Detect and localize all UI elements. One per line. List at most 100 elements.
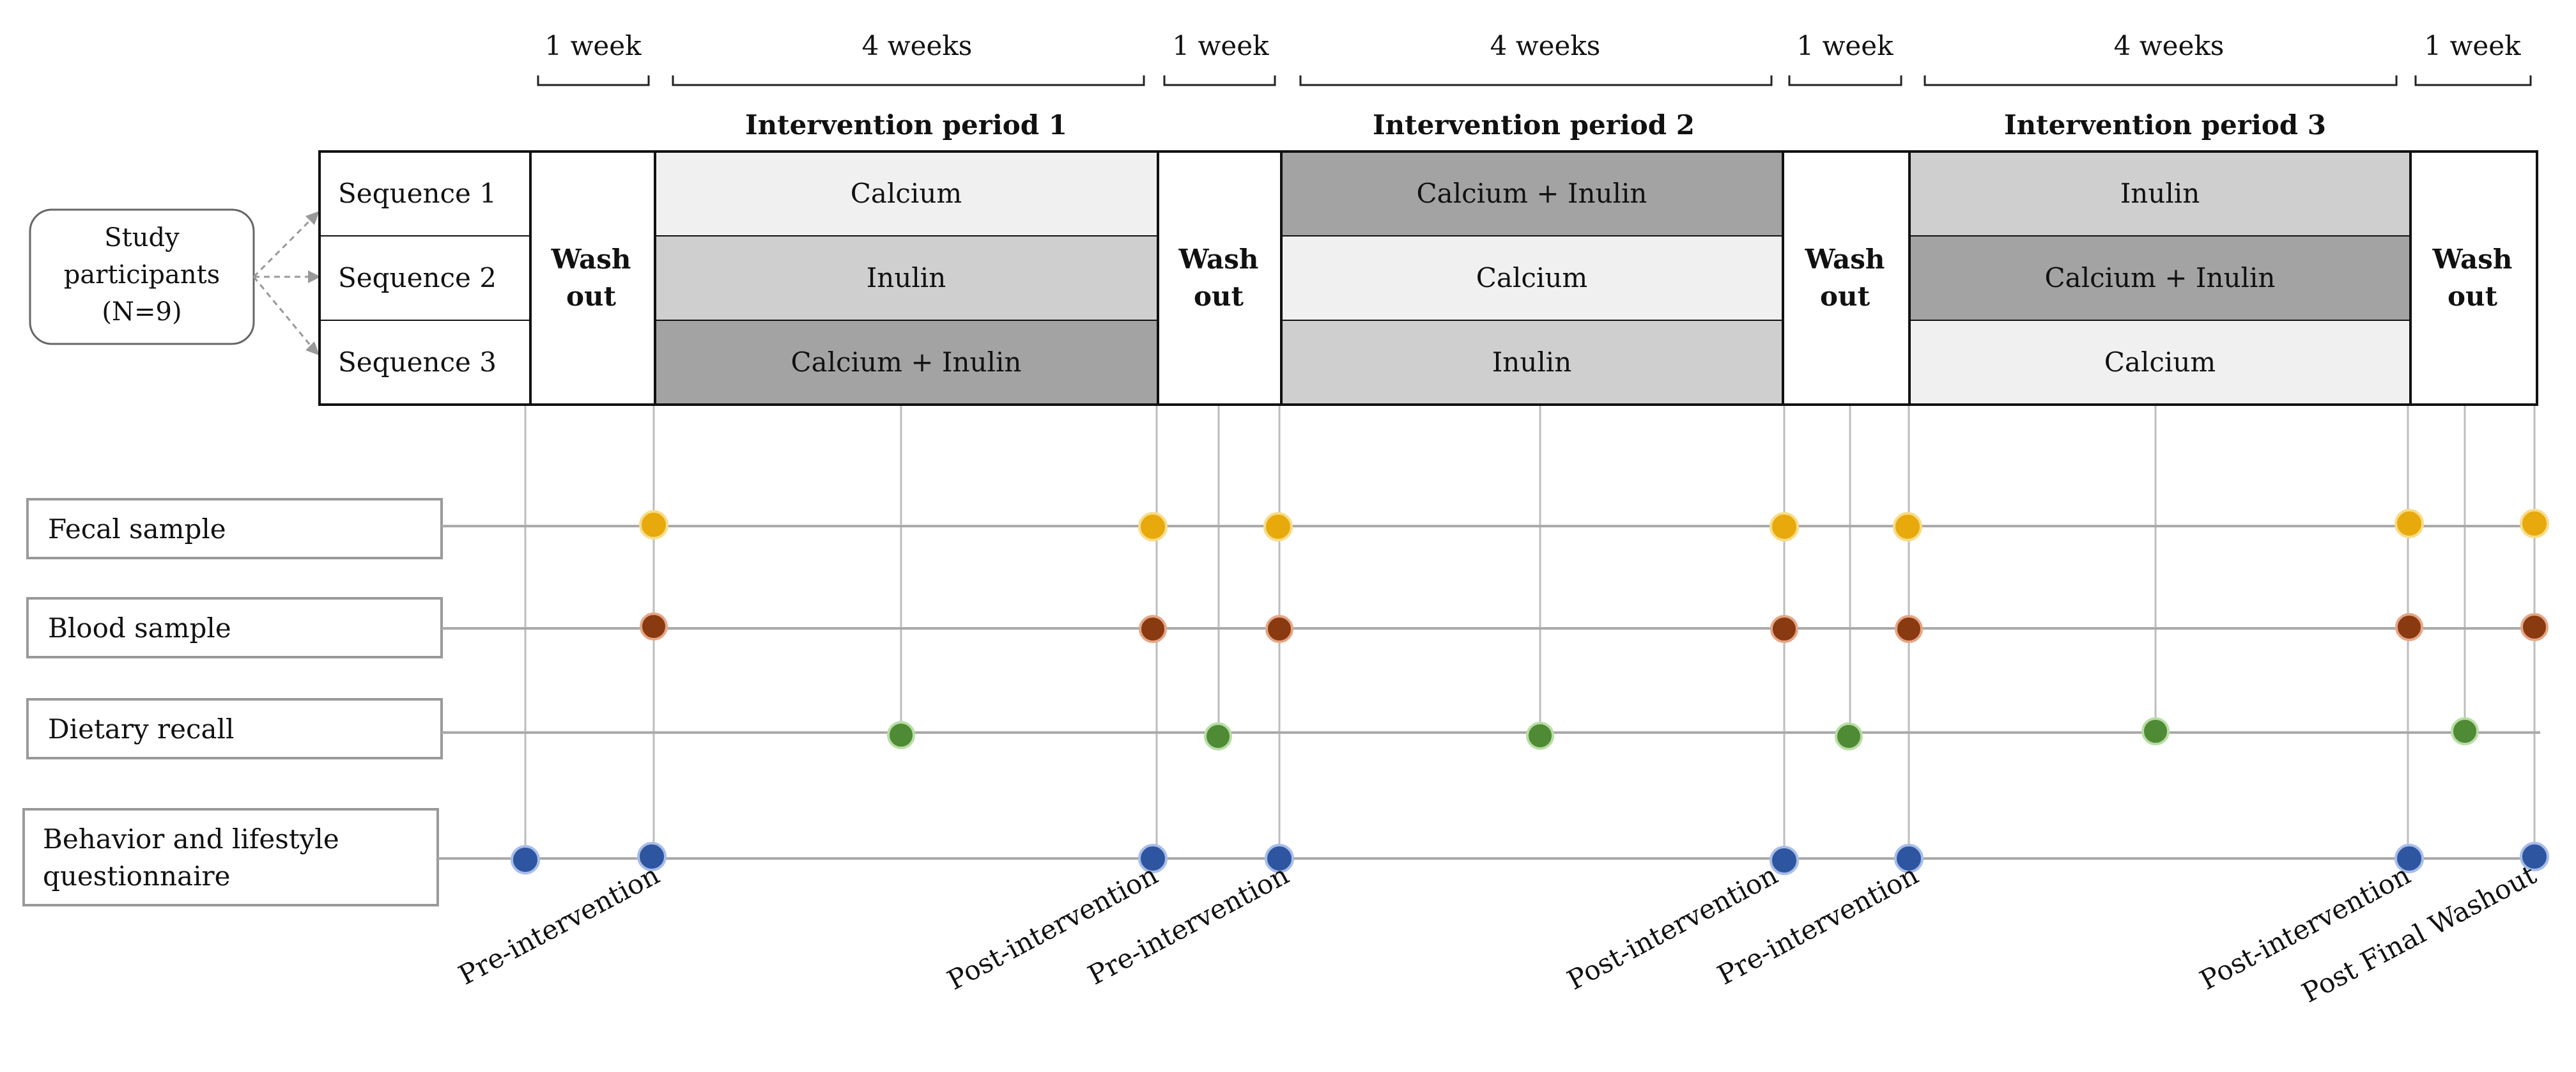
behavior-marker bbox=[2395, 844, 2424, 873]
fecal-marker bbox=[2395, 509, 2424, 538]
period-2-heading: Intervention period 2 bbox=[1373, 109, 1695, 141]
participants-line-1: Study bbox=[104, 223, 180, 252]
timepoint-label-7: Post Final Washout bbox=[2297, 859, 2541, 1009]
p2-seq3-treatment: Inulin bbox=[1492, 346, 1572, 378]
p2-seq2-cell bbox=[1281, 236, 1783, 320]
dietary-recall-box bbox=[26, 698, 443, 759]
p2-seq1-treatment: Calcium + Inulin bbox=[1417, 178, 1647, 209]
bracket-washout-3 bbox=[1788, 75, 1902, 86]
behavior-marker bbox=[1138, 844, 1168, 873]
diet-marker bbox=[1835, 722, 1863, 750]
p3-seq2-treatment: Calcium + Inulin bbox=[2045, 262, 2276, 293]
duration-washout-4: 1 week bbox=[2424, 30, 2521, 61]
p1-seq3-cell bbox=[655, 320, 1158, 405]
dietary-recall-label: Dietary recall bbox=[48, 713, 234, 745]
arrow-head-1 bbox=[305, 211, 320, 225]
duration-period-2: 4 weeks bbox=[1490, 30, 1601, 61]
washout-4-line-2: out bbox=[2448, 281, 2498, 312]
behavior-marker bbox=[1770, 846, 1799, 875]
bracket-period-3 bbox=[1924, 75, 2398, 86]
diet-marker bbox=[887, 721, 915, 749]
p2-seq2-treatment: Calcium bbox=[1476, 262, 1587, 293]
washout-3-line-2: out bbox=[1820, 281, 1870, 312]
blood-marker bbox=[1139, 615, 1167, 643]
blood-markers bbox=[640, 612, 2549, 643]
blood-marker bbox=[1770, 615, 1798, 643]
washout-cell-2 bbox=[1158, 151, 1281, 405]
period-3-heading: Intervention period 3 bbox=[2004, 109, 2326, 141]
p1-seq1-treatment: Calcium bbox=[851, 178, 962, 209]
blood-marker bbox=[640, 612, 668, 641]
fecal-sample-label: Fecal sample bbox=[48, 513, 226, 545]
p2-seq1-cell bbox=[1281, 151, 1783, 236]
blood-sample-box bbox=[26, 597, 443, 658]
washout-3-line-1: Wash bbox=[1805, 244, 1885, 275]
blood-marker bbox=[1265, 615, 1293, 643]
arrow-head-3 bbox=[305, 341, 320, 355]
behavior-marker bbox=[637, 842, 667, 871]
washout-cell-4 bbox=[2410, 151, 2537, 405]
washout-cell-1 bbox=[530, 151, 655, 405]
diet-marker bbox=[1526, 722, 1554, 750]
fecal-marker bbox=[1263, 512, 1293, 541]
behavior-marker bbox=[1265, 844, 1294, 873]
timepoint-label-2: Post-intervention bbox=[942, 859, 1162, 997]
p3-seq2-cell bbox=[1909, 236, 2410, 320]
duration-brackets bbox=[537, 75, 2532, 86]
washout-1-line-2: out bbox=[566, 281, 617, 312]
bracket-washout-4 bbox=[2414, 75, 2532, 86]
p3-seq1-cell bbox=[1909, 151, 2410, 236]
measure-boxes bbox=[22, 498, 443, 906]
p1-seq2-treatment: Inulin bbox=[867, 262, 946, 293]
blood-marker bbox=[2520, 613, 2549, 641]
sequence-3-label: Sequence 3 bbox=[338, 346, 497, 378]
diet-marker bbox=[2141, 717, 2170, 745]
blood-sample-label: Blood sample bbox=[48, 612, 231, 644]
p1-seq2-cell bbox=[655, 236, 1158, 320]
bracket-period-2 bbox=[1299, 75, 1773, 86]
behavior-questionnaire-label-1: Behavior and lifestyle bbox=[43, 823, 339, 855]
duration-period-3: 4 weeks bbox=[2114, 30, 2225, 61]
fecal-marker bbox=[1138, 512, 1168, 541]
duration-washout-2: 1 week bbox=[1172, 30, 1269, 61]
arrow-head-2 bbox=[308, 270, 321, 283]
duration-period-1: 4 weeks bbox=[862, 30, 973, 61]
p2-seq3-cell bbox=[1281, 320, 1783, 405]
p3-seq1-treatment: Inulin bbox=[2120, 178, 2200, 209]
fecal-marker bbox=[2520, 509, 2549, 538]
behavior-questionnaire-label-2: questionnaire bbox=[43, 860, 230, 892]
bracket-washout-1 bbox=[537, 75, 650, 86]
washout-2-line-2: out bbox=[1194, 281, 1244, 312]
behavior-markers bbox=[511, 842, 2549, 875]
fecal-sample-box bbox=[26, 498, 443, 559]
fecal-marker bbox=[1770, 512, 1799, 541]
diet-marker bbox=[1204, 722, 1232, 750]
behavior-marker bbox=[1894, 844, 1924, 873]
participant-arrows bbox=[252, 217, 313, 348]
fecal-marker bbox=[1893, 512, 1922, 541]
participants-line-3: (N=9) bbox=[102, 297, 181, 327]
p3-seq3-treatment: Calcium bbox=[2104, 346, 2216, 378]
period-1-heading: Intervention period 1 bbox=[745, 109, 1067, 141]
bracket-period-1 bbox=[672, 75, 1145, 86]
p1-seq1-cell bbox=[655, 151, 1158, 236]
timepoint-label-1: Pre-intervention bbox=[453, 859, 664, 991]
duration-washout-3: 1 week bbox=[1796, 30, 1893, 61]
timelines bbox=[438, 525, 2540, 860]
diet-marker bbox=[2451, 717, 2479, 745]
design-table: Sequence 1 Sequence 2 Sequence 3 Wash ou… bbox=[318, 150, 2538, 406]
timepoint-label-6: Post-intervention bbox=[2194, 859, 2415, 997]
blood-marker bbox=[2395, 613, 2423, 641]
washout-cell-3 bbox=[1783, 151, 1909, 405]
washout-2-line-1: Wash bbox=[1178, 244, 1259, 275]
fecal-markers bbox=[639, 509, 2549, 541]
bracket-washout-2 bbox=[1163, 75, 1276, 86]
p1-seq3-treatment: Calcium + Inulin bbox=[791, 346, 1022, 378]
timepoint-guides bbox=[524, 404, 2536, 860]
diet-markers bbox=[887, 717, 2479, 750]
sequence-1-label: Sequence 1 bbox=[338, 178, 497, 209]
washout-4-line-1: Wash bbox=[2432, 244, 2513, 275]
blood-marker bbox=[1895, 615, 1923, 643]
washout-1-line-1: Wash bbox=[551, 244, 631, 275]
